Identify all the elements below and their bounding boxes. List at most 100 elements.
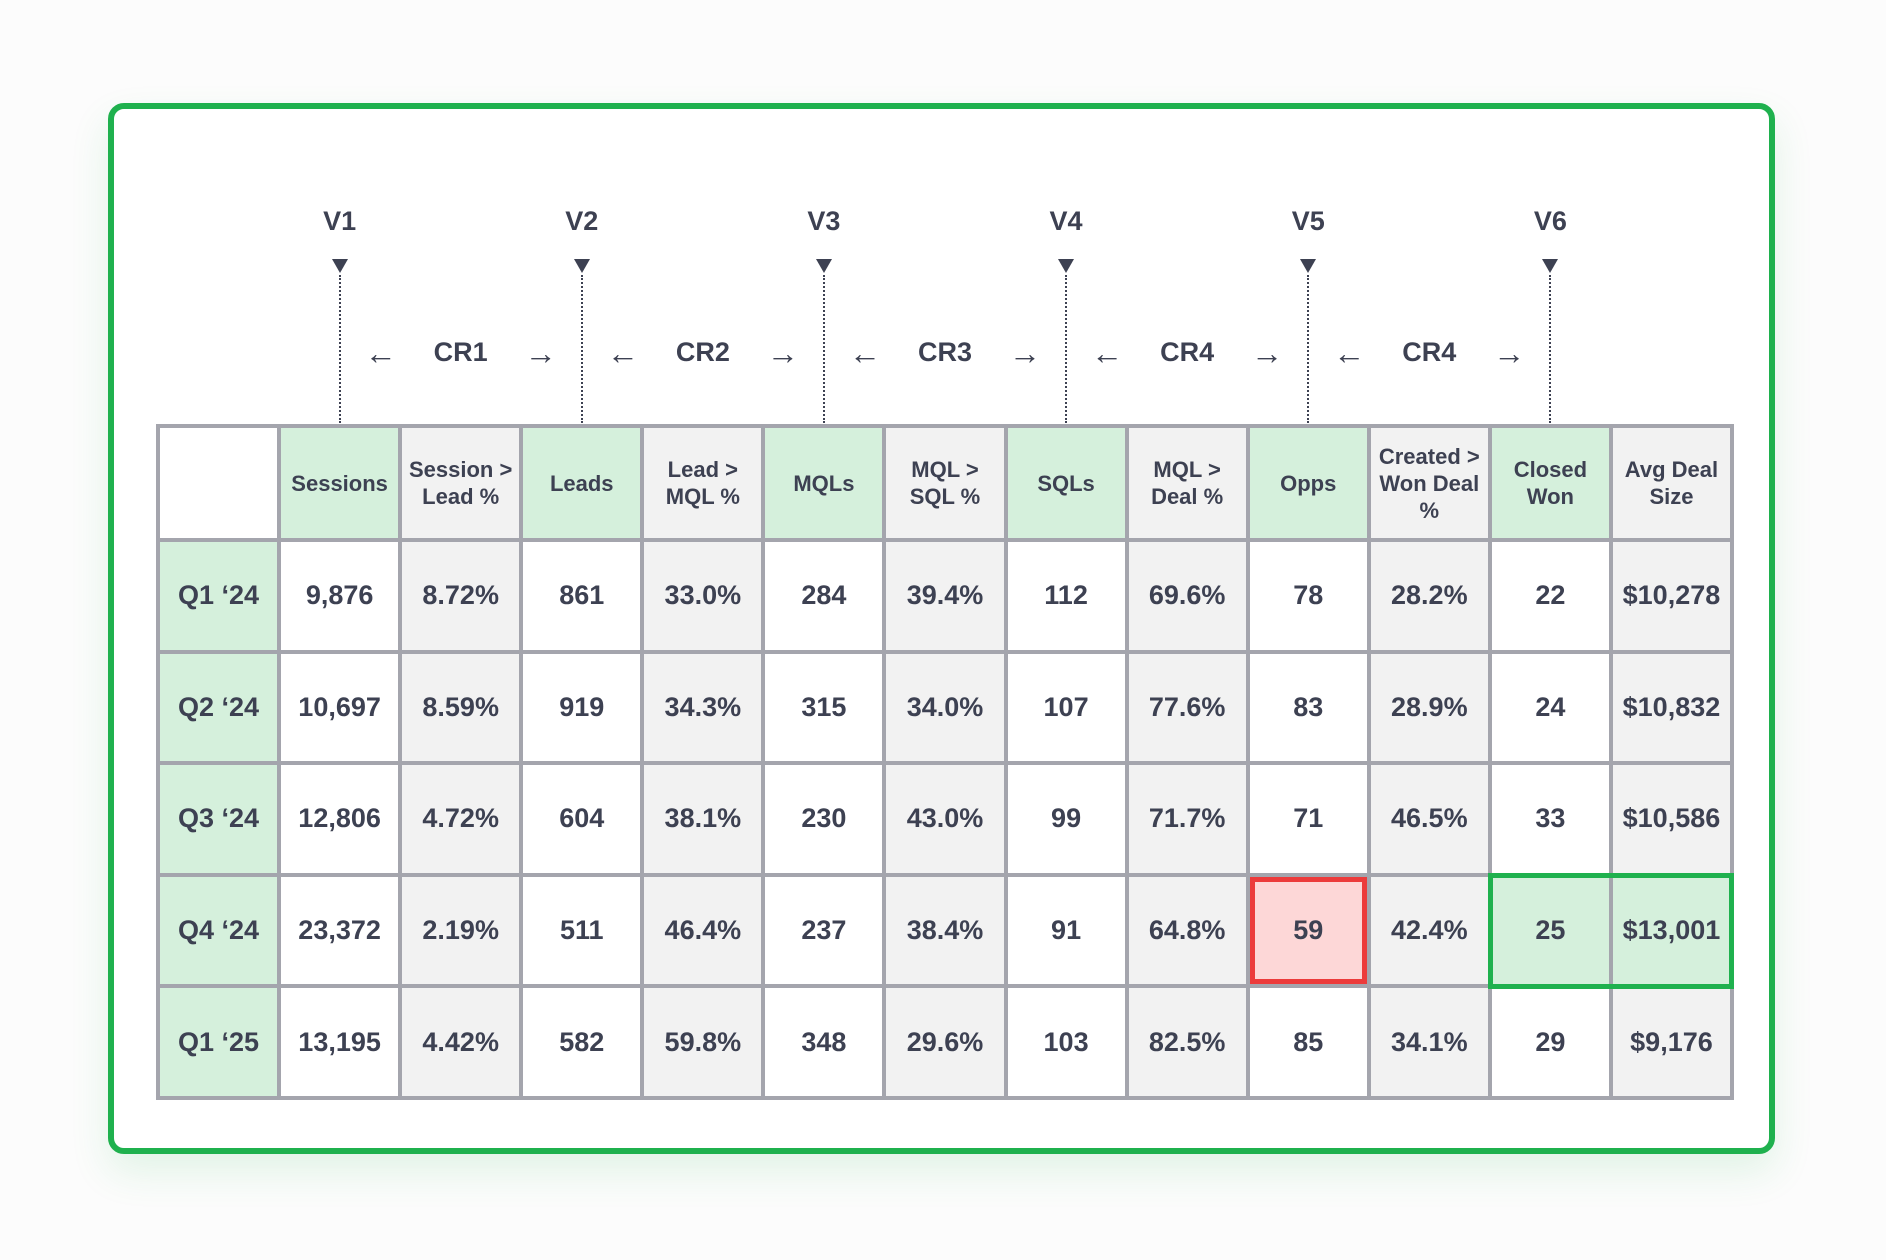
table-cell: 511 (523, 876, 641, 985)
volume-label: V4 (1049, 206, 1083, 236)
column-header: Session > Lead % (402, 428, 520, 538)
left-arrow-icon: ← (364, 335, 397, 371)
volume-marker-icon (331, 259, 348, 273)
table-cell: 25 (1491, 876, 1609, 985)
volume-marker-icon (573, 259, 590, 273)
conversion-rate-label: CR3 (917, 337, 972, 367)
table-cell: 78 (1249, 542, 1367, 650)
table-cell: 8.59% (402, 653, 520, 762)
table-cell: 582 (523, 988, 641, 1096)
table-cell: 46.4% (644, 876, 762, 985)
table-cell: 112 (1007, 542, 1125, 650)
table-cell: 230 (765, 765, 883, 873)
table-cell: 9,876 (281, 542, 399, 650)
row-label: Q1 ‘24 (160, 542, 278, 650)
table-cell: 861 (523, 542, 641, 650)
row-label: Q3 ‘24 (160, 765, 278, 873)
volume-marker-icon (1300, 259, 1317, 273)
row-label: Q2 ‘24 (160, 653, 278, 762)
column-header: Avg Deal Size (1612, 428, 1730, 538)
table-cell: 315 (765, 653, 883, 762)
table-cell: 91 (1007, 876, 1125, 985)
row-label: Q1 ‘25 (160, 988, 278, 1096)
table-cell: 64.8% (1128, 876, 1246, 985)
table-cell: 77.6% (1128, 653, 1246, 762)
right-arrow-icon: → (1493, 335, 1526, 371)
table-cell: 39.4% (886, 542, 1004, 650)
table-cell: 34.0% (886, 653, 1004, 762)
column-header: MQL > Deal % (1128, 428, 1246, 538)
table-cell: 33.0% (644, 542, 762, 650)
column-header: MQLs (765, 428, 883, 538)
funnel-table: Sessions Session > Lead % Leads Lead > MQL … (156, 424, 1734, 1100)
volume-marker-icon (815, 259, 832, 273)
table-cell: 83 (1249, 653, 1367, 762)
table-cell: 59 (1249, 876, 1367, 985)
header-corner (160, 428, 278, 538)
table-cell: 82.5% (1128, 988, 1246, 1096)
table-cell: 34.1% (1370, 988, 1488, 1096)
conversion-rate-label: CR4 (1402, 337, 1457, 367)
table-cell: 29 (1491, 988, 1609, 1096)
column-header: Lead > MQL % (644, 428, 762, 538)
volume-connector (580, 275, 583, 423)
table-cell: 42.4% (1370, 876, 1488, 985)
table-cell: 284 (765, 542, 883, 650)
column-header: Leads (523, 428, 641, 538)
table-cell: 237 (765, 876, 883, 985)
table-cell: 71 (1249, 765, 1367, 873)
volume-marker-icon (1542, 259, 1559, 273)
row-label: Q4 ‘24 (160, 876, 278, 985)
column-header: Created > Won Deal % (1370, 428, 1488, 538)
volume-connector (1549, 275, 1552, 423)
table-cell: 103 (1007, 988, 1125, 1096)
table-cell: 107 (1007, 653, 1125, 762)
column-header: SQLs (1007, 428, 1125, 538)
table-cell: 919 (523, 653, 641, 762)
table-cell: 29.6% (886, 988, 1004, 1096)
column-header: Closed Won (1491, 428, 1609, 538)
conversion-rate-label: CR4 (1160, 337, 1215, 367)
table-cell: $10,278 (1612, 542, 1730, 650)
table-cell: 69.6% (1128, 542, 1246, 650)
table-cell: 23,372 (281, 876, 399, 985)
table-cell: 10,697 (281, 653, 399, 762)
right-arrow-icon: → (1009, 335, 1041, 371)
column-header: Sessions (281, 428, 399, 538)
left-arrow-icon: ← (1091, 335, 1124, 371)
table-cell: 4.72% (402, 765, 520, 873)
table-cell: 46.5% (1370, 765, 1488, 873)
table-cell: 4.42% (402, 988, 520, 1096)
volume-marker-icon (1058, 259, 1075, 273)
column-header: Opps (1249, 428, 1367, 538)
table-cell: 33 (1491, 765, 1609, 873)
table-cell: $9,176 (1612, 988, 1730, 1096)
right-arrow-icon: → (1251, 335, 1284, 371)
table-cell: 604 (523, 765, 641, 873)
volume-label: V2 (565, 206, 599, 236)
volume-connector (1307, 275, 1310, 423)
volume-label: V3 (807, 206, 841, 236)
table-cell: 59.8% (644, 988, 762, 1096)
table-cell: 28.9% (1370, 653, 1488, 762)
conversion-rate-label: CR1 (433, 337, 488, 367)
table-cell: $10,586 (1612, 765, 1730, 873)
table-cell: 99 (1007, 765, 1125, 873)
volume-connector (1065, 275, 1068, 423)
table-cell: 38.4% (886, 876, 1004, 985)
table-cell: 13,195 (281, 988, 399, 1096)
volume-connector (822, 275, 825, 423)
table-cell: 43.0% (886, 765, 1004, 873)
table-cell: $13,001 (1612, 876, 1730, 985)
volume-label: V5 (1291, 206, 1325, 236)
left-arrow-icon: ← (849, 335, 881, 371)
conversion-rate-label: CR2 (675, 337, 730, 367)
table-cell: 34.3% (644, 653, 762, 762)
right-arrow-icon: → (524, 335, 557, 371)
column-header: MQL > SQL % (886, 428, 1004, 538)
volume-connector (338, 275, 341, 423)
left-arrow-icon: ← (606, 335, 639, 371)
table-cell: $10,832 (1612, 653, 1730, 762)
table-cell: 22 (1491, 542, 1609, 650)
left-arrow-icon: ← (1333, 335, 1366, 371)
